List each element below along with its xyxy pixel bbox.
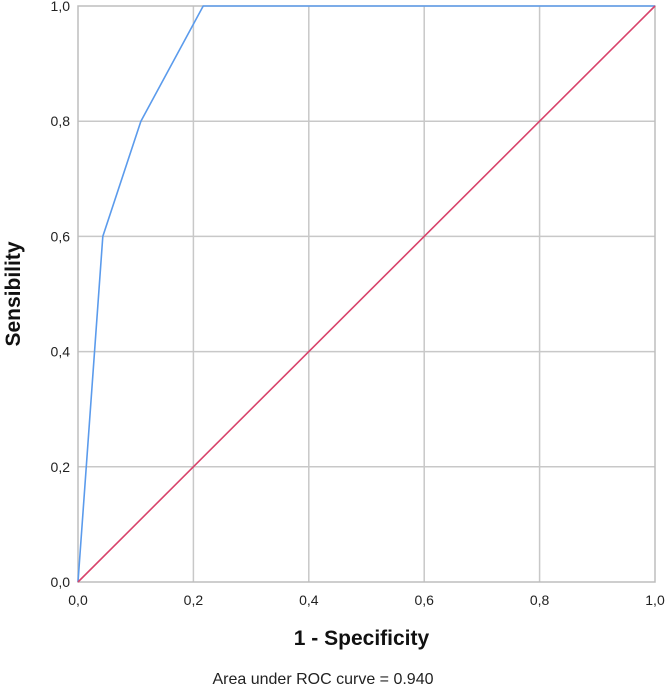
grid xyxy=(78,6,655,582)
y-tick-label: 0,4 xyxy=(51,344,71,360)
y-tick-label: 0,6 xyxy=(51,228,71,244)
x-tick-label: 0,6 xyxy=(414,592,434,608)
x-tick-label: 0,2 xyxy=(184,592,204,608)
x-tick-label: 0,4 xyxy=(299,592,319,608)
x-axis-title: 1 - Specificity xyxy=(294,627,430,650)
y-tick-labels: 0,0 0,2 0,4 0,6 0,8 1,0 xyxy=(51,0,71,590)
y-tick-label: 0,0 xyxy=(51,574,71,590)
x-tick-label: 1,0 xyxy=(645,592,665,608)
x-tick-labels: 0,0 0,2 0,4 0,6 0,8 1,0 xyxy=(68,592,665,608)
series-layer xyxy=(77,5,656,583)
y-axis-title: Sensibility xyxy=(2,241,25,346)
reference-line xyxy=(77,5,656,583)
x-tick-label: 0,0 xyxy=(68,592,88,608)
y-tick-label: 0,2 xyxy=(51,459,71,475)
x-tick-label: 0,8 xyxy=(530,592,550,608)
y-tick-label: 0,8 xyxy=(51,113,71,129)
roc-curve xyxy=(77,5,655,583)
auc-annotation: Area under ROC curve = 0.940 xyxy=(212,671,433,688)
y-tick-label: 1,0 xyxy=(51,0,71,14)
